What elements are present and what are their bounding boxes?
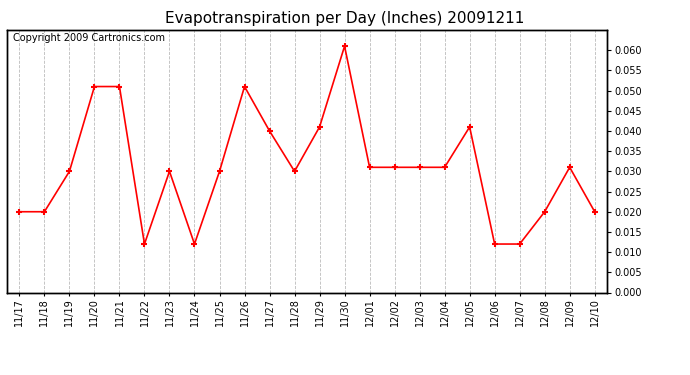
Text: Evapotranspiration per Day (Inches) 20091211: Evapotranspiration per Day (Inches) 2009…	[166, 11, 524, 26]
Text: Copyright 2009 Cartronics.com: Copyright 2009 Cartronics.com	[13, 33, 165, 43]
